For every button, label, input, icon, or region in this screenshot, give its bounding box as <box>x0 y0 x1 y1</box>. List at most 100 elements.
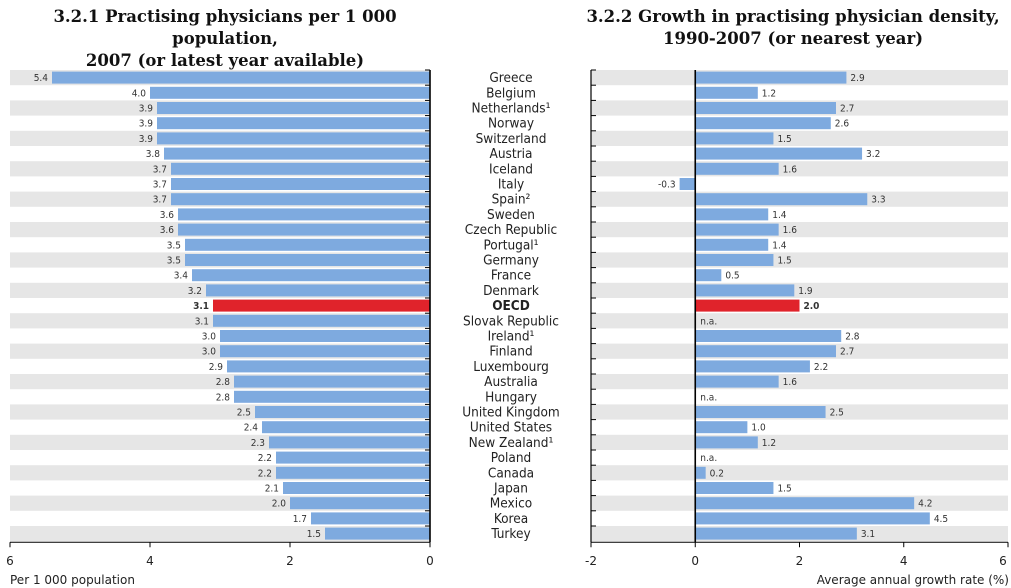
row-band <box>591 252 1008 268</box>
data-label: 2.8 <box>216 377 231 388</box>
category-label: France <box>491 268 531 284</box>
bar <box>695 436 758 449</box>
data-label: 4.5 <box>934 514 948 525</box>
row-band <box>591 313 1008 329</box>
bar <box>695 132 774 145</box>
data-label: 1.4 <box>772 210 787 221</box>
data-label: 3.7 <box>153 195 167 206</box>
data-label: 5.4 <box>34 73 49 84</box>
x-tick-label: 4 <box>900 554 908 568</box>
bar <box>52 71 430 84</box>
category-label: United States <box>470 420 552 436</box>
data-label: 1.4 <box>772 240 787 251</box>
category-label: Canada <box>488 465 534 481</box>
bar <box>178 223 430 236</box>
x-tick-label: 6 <box>999 554 1007 568</box>
data-label: 3.1 <box>193 301 209 312</box>
data-label: 4.0 <box>132 88 147 99</box>
bar <box>206 284 430 297</box>
bar <box>213 314 430 327</box>
data-label: 1.0 <box>751 423 766 434</box>
data-label: 3.0 <box>202 347 217 358</box>
row-band <box>591 130 1008 146</box>
data-label: 3.0 <box>202 332 217 343</box>
data-label: 2.3 <box>251 438 265 449</box>
category-label: Slovak Republic <box>463 313 559 329</box>
left-title-line-1: 3.2.1 Practising physicians per 1 000 po… <box>53 7 397 48</box>
data-label: 3.9 <box>139 119 154 130</box>
data-label: 4.2 <box>918 499 932 510</box>
country-label-column: GreeceBelgiumNetherlands¹NorwaySwitzerla… <box>462 70 560 542</box>
oecd-bar <box>695 299 800 312</box>
data-label: 3.8 <box>146 149 161 160</box>
bar <box>185 254 430 266</box>
category-label: Australia <box>484 374 538 390</box>
category-label: Czech Republic <box>465 222 557 238</box>
category-label: Ireland¹ <box>488 329 535 345</box>
bar <box>695 238 769 251</box>
bar <box>695 512 930 525</box>
left-bar-chart: 5.4 4.0 3.9 3.9 3.9 3.8 3.7 3.7 3.7 3.6 3.6 3.5 3.5 3… <box>6 69 434 587</box>
data-label: 1.5 <box>777 134 791 145</box>
category-label: Korea <box>494 511 528 527</box>
data-label: 2.2 <box>258 468 272 479</box>
category-label: Hungary <box>485 389 537 405</box>
category-label: Belgium <box>486 85 536 101</box>
category-label: Germany <box>483 253 539 269</box>
bar <box>695 375 779 388</box>
data-label: 1.2 <box>762 438 776 449</box>
data-label: 1.5 <box>307 529 321 540</box>
data-label: 3.1 <box>195 316 209 327</box>
bar <box>695 406 826 418</box>
bar <box>185 238 430 251</box>
data-label: 3.2 <box>866 149 880 160</box>
bar <box>234 375 430 388</box>
right-title-line-1: 3.2.2 Growth in practising physician den… <box>586 7 1000 26</box>
data-label: 3.3 <box>871 195 885 206</box>
category-label: United Kingdom <box>462 405 560 421</box>
category-label: Iceland <box>489 161 533 177</box>
bar <box>157 117 430 130</box>
data-label: 0.2 <box>710 468 724 479</box>
right-title-line-2: 1990-2007 (or nearest year) <box>663 29 923 48</box>
bar <box>227 360 430 373</box>
data-label: 0.5 <box>725 271 739 282</box>
bar <box>695 208 769 221</box>
data-label: 1.6 <box>783 164 798 175</box>
data-label: 3.5 <box>167 240 181 251</box>
data-label: 3.2 <box>188 286 202 297</box>
category-label: Spain² <box>492 192 531 208</box>
x-tick-label: 0 <box>426 554 434 568</box>
data-label: 3.9 <box>139 104 154 115</box>
bar <box>171 178 430 190</box>
data-label: 3.9 <box>139 134 154 145</box>
category-label: Netherlands¹ <box>472 101 551 117</box>
bar <box>695 345 836 358</box>
data-label: 1.5 <box>777 256 791 267</box>
category-label: Finland <box>489 344 532 360</box>
row-band <box>591 434 1008 450</box>
bar <box>276 466 430 479</box>
data-label: 2.2 <box>258 453 272 464</box>
row-band <box>591 374 1008 390</box>
bar <box>164 147 430 160</box>
bar <box>269 436 430 449</box>
x-tick-label: 2 <box>796 554 804 568</box>
data-label: 3.7 <box>153 164 167 175</box>
bar <box>192 269 430 282</box>
category-label: Mexico <box>490 496 532 512</box>
row-band <box>591 465 1008 481</box>
bar <box>695 269 722 282</box>
row-band <box>591 161 1008 177</box>
data-label: 2.9 <box>850 73 865 84</box>
bar <box>171 162 430 175</box>
bar <box>178 208 430 221</box>
category-label: Poland <box>491 450 532 466</box>
bar <box>220 330 430 342</box>
data-label: 2.2 <box>814 362 828 373</box>
category-label: Austria <box>490 146 533 162</box>
data-label: 3.6 <box>160 225 175 236</box>
x-axis-label: Average annual growth rate (%) <box>817 573 1009 587</box>
category-label: Switzerland <box>476 131 547 147</box>
